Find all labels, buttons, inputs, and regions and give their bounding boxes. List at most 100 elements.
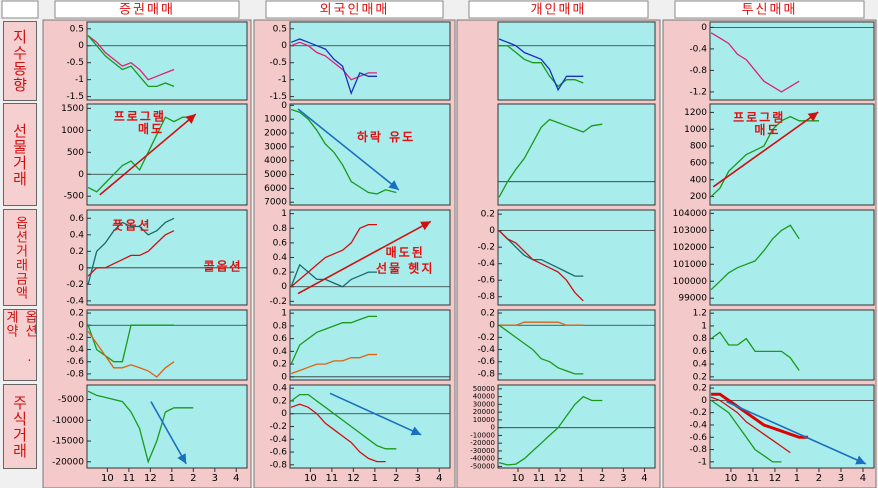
y-tick-label: 20000 <box>473 408 495 416</box>
header-box <box>54 0 240 19</box>
y-tick-label: -0.4 <box>269 435 287 445</box>
y-tick-label: 0.2 <box>693 384 707 394</box>
annotation: 프로그램 <box>733 110 785 125</box>
plot-area <box>289 309 451 381</box>
x-tick-label: 12 <box>769 473 782 484</box>
x-tick-label: 12 <box>347 473 360 484</box>
y-tick-label: 0.4 <box>273 347 288 357</box>
y-tick-label: 0.2 <box>481 210 495 220</box>
y-tick-label: -0.4 <box>66 345 84 355</box>
series-line <box>290 223 377 288</box>
header-box <box>674 0 865 19</box>
y-tick-label: 0.2 <box>70 247 84 257</box>
y-tick-label: 1.2 <box>693 309 707 319</box>
series-line <box>290 38 377 96</box>
series-line <box>87 35 175 88</box>
y-tick-label: 0 <box>281 282 287 292</box>
y-tick-label: 0.2 <box>273 396 287 406</box>
y-tick-label: 200 <box>690 192 707 202</box>
column-header: 개인매매 <box>531 3 587 18</box>
x-tick-label: 1 <box>578 473 584 484</box>
y-tick-label: 0.2 <box>481 309 495 319</box>
series-line <box>290 393 397 450</box>
y-tick-label: 10000 <box>473 416 495 424</box>
x-tick-label: 4 <box>641 473 647 484</box>
y-tick-label: 3000 <box>264 142 287 152</box>
x-tick-label: 4 <box>233 473 239 484</box>
y-tick-label: 0.2 <box>273 268 287 278</box>
plot-area <box>709 384 875 469</box>
y-tick-label: 0.8 <box>273 224 288 234</box>
plot-area <box>497 209 656 306</box>
trend-arrow <box>99 113 197 196</box>
y-tick-label: 0.4 <box>693 360 708 370</box>
y-tick-label: 30000 <box>473 400 495 408</box>
y-tick-label: -0.4 <box>689 44 707 54</box>
plot-area <box>289 21 451 101</box>
y-tick-label: -0.4 <box>477 345 495 355</box>
row-label: 선물거래 <box>3 103 37 206</box>
series-line <box>498 324 584 375</box>
y-tick-label: -0.8 <box>689 66 707 76</box>
annotation: 매도 <box>754 122 780 137</box>
x-tick-label: 11 <box>533 473 546 484</box>
row-label: 옵션 · 계약 <box>3 309 37 381</box>
y-tick-label: -0.6 <box>689 433 707 443</box>
annotation: 프로그램 <box>114 109 166 124</box>
series-line <box>499 45 584 88</box>
series-line <box>710 32 800 93</box>
y-tick-label: -0.4 <box>66 296 84 306</box>
y-tick-label: -5000 <box>58 395 84 405</box>
y-tick-label: -0.8 <box>477 369 495 379</box>
trend-arrow <box>712 111 819 188</box>
y-tick-label: 0.2 <box>273 360 287 370</box>
y-tick-label: -0.8 <box>269 460 287 470</box>
series-line <box>498 38 584 92</box>
series-line <box>710 399 782 463</box>
header-box <box>265 0 444 19</box>
y-tick-label: -10000 <box>470 431 495 439</box>
y-tick-label: 0.4 <box>273 253 288 263</box>
x-tick-label: 3 <box>415 473 421 484</box>
x-tick-label: 11 <box>326 473 339 484</box>
y-tick-label: 0 <box>78 41 84 51</box>
x-tick-label: 11 <box>747 473 760 484</box>
y-tick-label: -0.2 <box>689 408 707 418</box>
y-tick-label: -0.5 <box>66 58 84 68</box>
y-tick-label: 1200 <box>684 108 707 118</box>
y-tick-label: 4000 <box>264 156 287 166</box>
y-tick-label: 0 <box>701 396 707 406</box>
y-tick-label: 0 <box>281 41 287 51</box>
y-tick-label: 40000 <box>473 393 495 401</box>
series-line <box>290 353 377 375</box>
y-tick-label: 0.6 <box>273 334 288 344</box>
y-tick-label: -0.8 <box>689 445 707 455</box>
x-tick-label: 2 <box>190 473 196 484</box>
plot-area <box>497 309 656 381</box>
series-line <box>711 392 808 439</box>
trend-arrow <box>297 220 432 295</box>
y-tick-label: 1000 <box>61 126 84 136</box>
x-tick-label: 10 <box>304 473 317 484</box>
y-tick-label: -0.2 <box>66 280 84 290</box>
y-tick-label: -40000 <box>470 455 495 463</box>
column-header: 투신매매 <box>742 3 798 18</box>
annotation: 매도 <box>138 121 164 136</box>
y-tick-label: -0.6 <box>66 357 84 367</box>
x-tick-label: 3 <box>838 473 844 484</box>
x-tick-label: 12 <box>144 473 157 484</box>
y-tick-label: 800 <box>690 142 707 152</box>
series-line <box>498 118 603 198</box>
y-tick-label: 500 <box>67 148 84 158</box>
y-tick-label: 0 <box>491 424 495 432</box>
y-tick-label: -0.2 <box>66 333 84 343</box>
x-tick-label: 4 <box>436 473 442 484</box>
series-line <box>710 331 800 371</box>
series-line <box>87 330 175 378</box>
y-tick-label: 5000 <box>264 170 287 180</box>
y-tick-label: -500 <box>64 192 85 202</box>
x-tick-label: 10 <box>101 473 114 484</box>
y-tick-label: 0.8 <box>693 334 708 344</box>
plot-area <box>709 209 875 306</box>
y-tick-label: -0.2 <box>269 297 287 307</box>
